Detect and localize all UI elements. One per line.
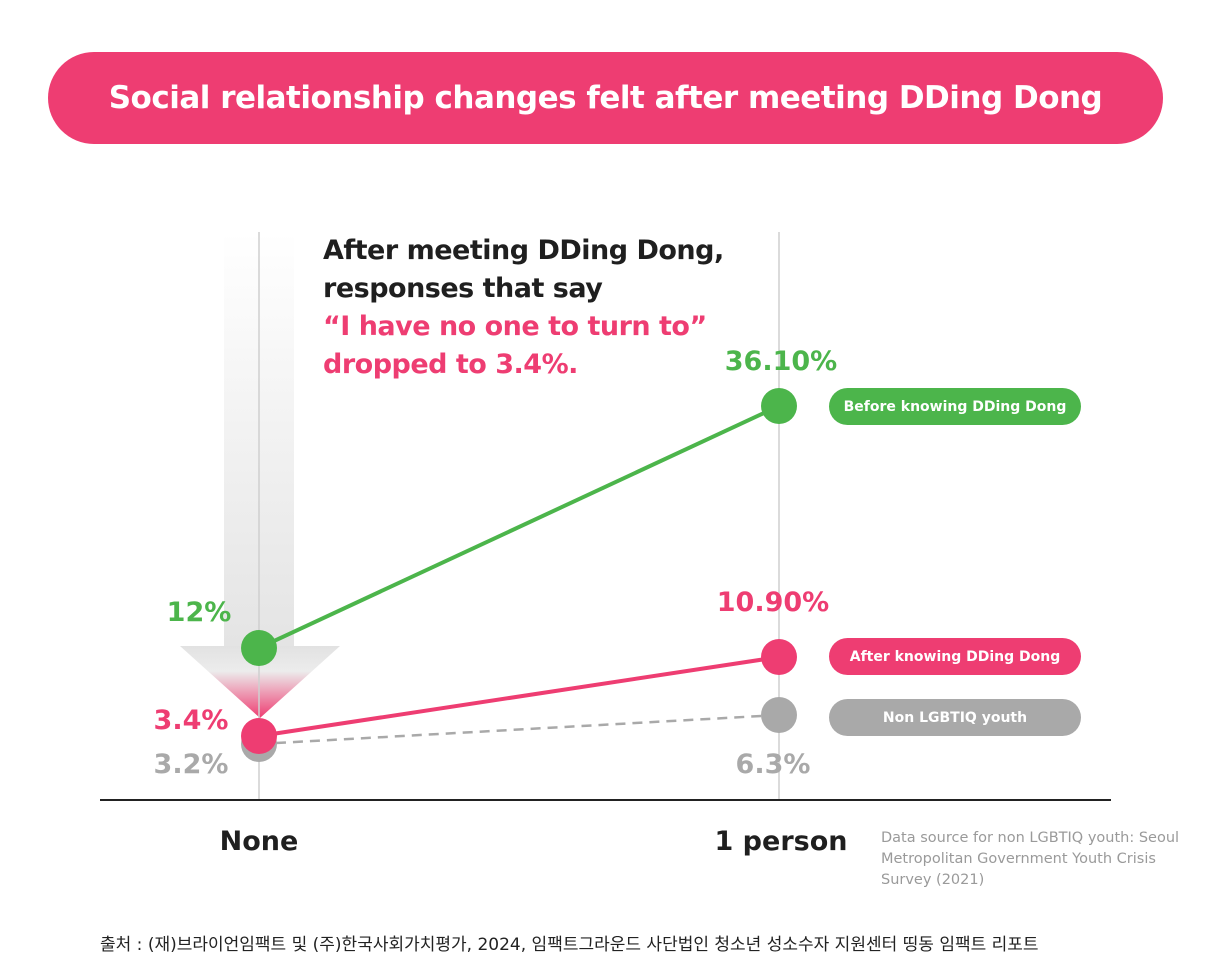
data-point-0-0 xyxy=(241,630,277,666)
data-label-0-1: 36.10% xyxy=(725,346,837,377)
callout-quote: “I have no one to turn to” xyxy=(323,311,707,342)
data-source-note: Data source for non LGBTIQ youth: Seoul … xyxy=(881,830,1180,888)
data-point-1-1 xyxy=(761,639,797,675)
callout-line-1: After meeting DDing Dong, xyxy=(323,235,724,266)
arrow-head xyxy=(180,646,340,718)
series-line-0 xyxy=(258,404,780,650)
x-tick-label-0: None xyxy=(220,826,299,857)
legend-after: After knowing DDing Dong xyxy=(829,638,1081,675)
callout-result: dropped to 3.4%. xyxy=(323,349,578,380)
data-label-1-1: 10.90% xyxy=(717,587,829,618)
data-label-0-0: 12% xyxy=(167,597,232,628)
footer-source: 출처 : (재)브라이언임팩트 및 (주)한국사회가치평가, 2024, 임팩트… xyxy=(100,935,1039,955)
series-line-1 xyxy=(258,655,780,738)
series-line-2 xyxy=(258,713,780,746)
legend-before: Before knowing DDing Dong xyxy=(829,388,1081,425)
callout-line-2: responses that say xyxy=(323,273,603,304)
x-tick-label-1: 1 person xyxy=(715,826,848,857)
data-point-0-1 xyxy=(761,388,797,424)
callout-text: After meeting DDing Dong, responses that… xyxy=(323,232,724,384)
chart-title: Social relationship changes felt after m… xyxy=(48,52,1163,144)
data-point-2-1 xyxy=(761,697,797,733)
data-label-2-0: 3.2% xyxy=(154,749,229,780)
data-point-1-0 xyxy=(241,718,277,754)
legend-non-lgbtiq: Non LGBTIQ youth xyxy=(829,699,1081,736)
data-label-2-1: 6.3% xyxy=(736,749,811,780)
data-label-1-0: 3.4% xyxy=(154,705,229,736)
